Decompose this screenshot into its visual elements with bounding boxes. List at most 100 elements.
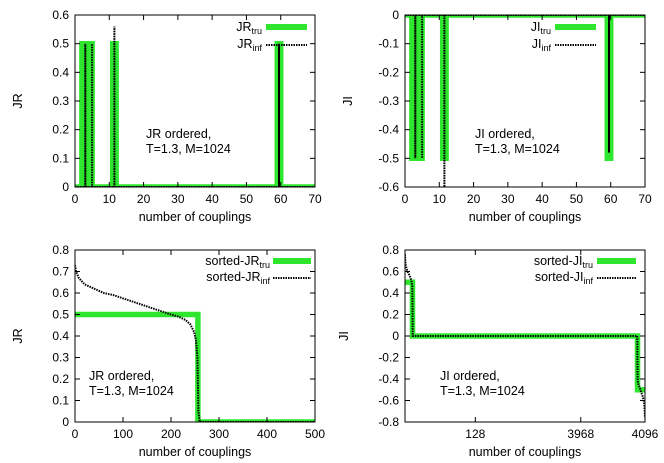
y-tick-label: 0.2 xyxy=(382,308,399,322)
x-axis-label: number of couplings xyxy=(139,445,252,459)
y-tick-label: 0.2 xyxy=(52,123,69,137)
x-tick-label: 20 xyxy=(137,192,151,206)
annotation-line-1: JR ordered, xyxy=(146,127,211,141)
y-tick-label: 0.3 xyxy=(52,351,69,365)
legend-base: sorted-JI xyxy=(535,270,584,284)
y-tick-label: 0.1 xyxy=(52,151,69,165)
x-tick-label: 128 xyxy=(465,427,485,441)
tick-layer: -0.6 -0.5 -0.4 -0.3 -0.2 -0.1 0 0 10 20 30 40 50 60 70 xyxy=(378,8,652,206)
legend-base: sorted-JI xyxy=(534,254,583,268)
x-tick-label: 30 xyxy=(171,192,185,206)
y-tick-label: 0.6 xyxy=(52,286,69,300)
legend-base: JI xyxy=(532,37,542,51)
legend-sub: inf xyxy=(541,43,551,53)
y-tick-label: 0.1 xyxy=(52,394,69,408)
series-line-inf xyxy=(75,26,315,187)
legend-base: sorted-JR xyxy=(206,270,260,284)
annotation-line-2: T=1.3, M=1024 xyxy=(89,384,174,398)
y-tick-label: -0.6 xyxy=(378,180,399,194)
y-axis-label: JI xyxy=(341,96,355,106)
y-axis-label: JI xyxy=(337,331,351,341)
panel-bottom-left: 0 0.1 0.2 0.3 0.4 0.5 0.6 0.7 0.8 0 100 200 300 400 50… xyxy=(11,243,325,459)
x-tick-label: 300 xyxy=(209,427,229,441)
legend-sub: tru xyxy=(259,260,270,270)
legend-entry-2: sorted-JIinf xyxy=(535,270,594,286)
y-tick-label: -0.2 xyxy=(378,65,399,79)
x-axis-label: number of couplings xyxy=(469,445,582,459)
series-layer xyxy=(75,26,315,187)
legend: sorted-JItru sorted-JIinf xyxy=(534,254,636,286)
y-tick-label: -0.4 xyxy=(378,372,399,386)
x-tick-label: 10 xyxy=(433,192,447,206)
x-tick-label: 100 xyxy=(113,427,133,441)
y-axis-label: JR xyxy=(11,328,25,343)
annotation-line-1: JI ordered, xyxy=(440,369,500,383)
x-tick-label: 70 xyxy=(308,192,322,206)
y-tick-label: 0.2 xyxy=(52,372,69,386)
y-tick-label: 0.6 xyxy=(52,8,69,22)
legend-entry-1: sorted-JItru xyxy=(534,254,593,270)
y-tick-label: 0.4 xyxy=(52,65,69,79)
y-tick-label: 0.4 xyxy=(382,286,399,300)
x-tick-label: 400 xyxy=(257,427,277,441)
x-tick-label: 40 xyxy=(535,192,549,206)
series-line-inf xyxy=(75,264,315,422)
legend-entry-1: JItru xyxy=(531,20,551,36)
y-tick-label: 0.3 xyxy=(52,94,69,108)
x-tick-label: 50 xyxy=(570,192,584,206)
y-tick-label: -0.8 xyxy=(378,415,399,429)
x-tick-label: 0 xyxy=(72,427,79,441)
y-tick-label: -0.6 xyxy=(378,394,399,408)
y-tick-label: 0 xyxy=(392,8,399,22)
y-tick-label: 0 xyxy=(392,329,399,343)
legend-base: JR xyxy=(237,37,252,51)
x-tick-label: 20 xyxy=(467,192,481,206)
y-tick-label: -0.5 xyxy=(378,151,399,165)
y-tick-label: 0.5 xyxy=(52,37,69,51)
tick-layer: 0 0.1 0.2 0.3 0.4 0.5 0.6 0 10 20 30 40 50 60 70 xyxy=(52,8,322,206)
x-tick-label: 50 xyxy=(240,192,254,206)
annotation-line-2: T=1.3, M=1024 xyxy=(146,142,231,156)
y-tick-label: 0.6 xyxy=(382,265,399,279)
legend-sub: tru xyxy=(582,260,593,270)
x-tick-label: 60 xyxy=(604,192,618,206)
legend: sorted-JRtru sorted-JRinf xyxy=(205,254,311,286)
legend-entry-2: JRinf xyxy=(237,37,262,53)
panel-top-right: -0.6 -0.5 -0.4 -0.3 -0.2 -0.1 0 0 10 20 30 40 50 60 70… xyxy=(341,8,652,224)
y-tick-label: -0.3 xyxy=(378,94,399,108)
legend-base: sorted-JR xyxy=(205,254,259,268)
y-tick-label: 0.7 xyxy=(52,265,69,279)
legend-entry-2: sorted-JRinf xyxy=(206,270,270,286)
x-tick-label: 40 xyxy=(205,192,219,206)
x-tick-label: 60 xyxy=(274,192,288,206)
tick-layer: 0 0.1 0.2 0.3 0.4 0.5 0.6 0.7 0.8 0 100 200 300 400 50… xyxy=(52,243,325,441)
legend: JRtru JRinf xyxy=(236,20,307,53)
series-line-inf xyxy=(405,254,645,418)
x-tick-label: 4096 xyxy=(632,427,659,441)
panel-bottom-right: -0.8 -0.6 -0.4 -0.2 0 0.2 0.4 0.6 0.8 128 3968 4096… xyxy=(337,243,659,459)
legend-sub: tru xyxy=(540,26,551,36)
series-layer xyxy=(405,254,645,418)
x-tick-label: 3968 xyxy=(567,427,594,441)
y-tick-label: 0.4 xyxy=(52,329,69,343)
series-layer xyxy=(75,264,315,422)
tick-layer: -0.8 -0.6 -0.4 -0.2 0 0.2 0.4 0.6 0.8 128 3968 4096 xyxy=(378,243,658,441)
x-tick-label: 30 xyxy=(501,192,515,206)
annotation-line-1: JR ordered, xyxy=(89,369,154,383)
annotation-line-2: T=1.3, M=1024 xyxy=(475,142,560,156)
legend-entry-1: sorted-JRtru xyxy=(205,254,270,270)
legend-entry-2: JIinf xyxy=(532,37,552,53)
x-tick-label: 500 xyxy=(305,427,325,441)
legend-entry-1: JRtru xyxy=(236,20,262,36)
annotation-line-1: JI ordered, xyxy=(475,127,535,141)
y-tick-label: 0 xyxy=(62,415,69,429)
x-axis-label: number of couplings xyxy=(139,210,252,224)
x-tick-label: 0 xyxy=(72,192,79,206)
legend-sub: inf xyxy=(583,276,593,286)
x-tick-label: 0 xyxy=(402,192,409,206)
legend: JItru JIinf xyxy=(531,20,596,53)
legend-sub: tru xyxy=(251,26,262,36)
panel-top-left: 0 0.1 0.2 0.3 0.4 0.5 0.6 0 10 20 30 40 50 60 70 numbe… xyxy=(11,8,322,224)
y-tick-label: 0 xyxy=(62,180,69,194)
